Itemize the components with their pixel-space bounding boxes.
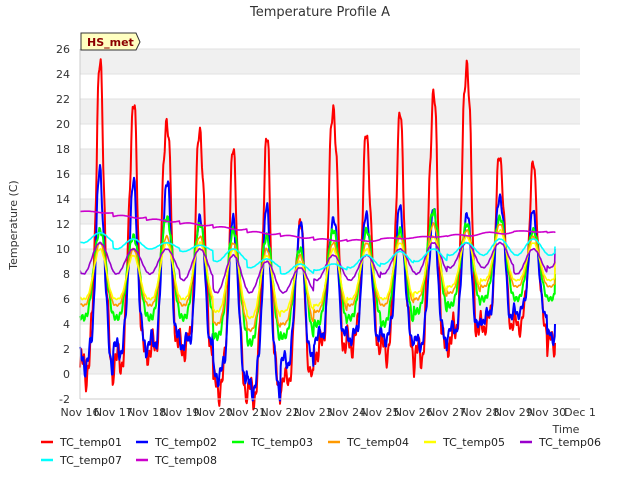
y-tick-label: 16 [56,168,70,181]
y-tick-label: 10 [56,243,70,256]
x-tick-label: Nov 24 [327,406,366,419]
chart-title: Temperature Profile A [249,5,390,20]
legend-item-TC_temp06: TC_temp06 [520,436,601,449]
grid-band [80,324,580,349]
x-axis-label: Time [552,423,580,436]
annotation-badge: HS_met [80,32,141,51]
x-tick-label: Nov 25 [361,406,400,419]
x-tick-label: Nov 20 [194,406,233,419]
legend-item-TC_temp04: TC_temp04 [328,436,409,449]
series-line-TC_temp05 [79,229,556,320]
legend-label: TC_temp07 [59,454,122,467]
x-tick-label: Nov 23 [294,406,333,419]
y-tick-label: 0 [63,368,70,381]
series-line-TC_temp06 [79,241,556,294]
x-tick-label: Nov 27 [427,406,466,419]
series-lines [79,58,556,411]
series-line-TC_temp07 [79,231,556,275]
x-tick-label: Nov 29 [494,406,533,419]
x-tick-label: Nov 17 [94,406,133,419]
grid-band [80,299,580,324]
grid-band [80,74,580,99]
y-axis-label: Temperature (C) [7,180,20,270]
grid-band [80,374,580,399]
grid-band [80,99,580,124]
legend-item-TC_temp08: TC_temp08 [136,454,217,467]
grid-band [80,49,580,74]
annotation-text: HS_met [87,36,134,49]
y-tick-label: 14 [56,193,70,206]
y-tick-label: 26 [56,43,70,56]
legend-label: TC_temp01 [59,436,122,449]
y-tick-label: 18 [56,143,70,156]
axes [79,49,580,400]
legend-item-TC_temp07: TC_temp07 [41,454,122,467]
series-line-TC_temp08 [79,210,556,243]
legend-item-TC_temp03: TC_temp03 [232,436,313,449]
x-tick-label: Nov 21 [227,406,266,419]
grid-band [80,274,580,299]
series-line-TC_temp02 [79,164,556,402]
y-tick-label: 22 [56,93,70,106]
legend-label: TC_temp03 [250,436,313,449]
y-tick-label: 8 [63,268,70,281]
legend-label: TC_temp02 [154,436,217,449]
legend-label: TC_temp04 [346,436,409,449]
x-tick-label: Dec 1 [564,406,596,419]
x-tick-label: Nov 28 [461,406,500,419]
legend-item-TC_temp05: TC_temp05 [424,436,505,449]
y-tick-label: -2 [59,393,70,406]
legend-label: TC_temp05 [442,436,505,449]
x-tick-label: Nov 18 [127,406,166,419]
legend-label: TC_temp08 [154,454,217,467]
legend-label: TC_temp06 [538,436,601,449]
legend: TC_temp01 TC_temp02 TC_temp03 TC_temp04 TC_t… [41,436,601,467]
x-tick-label: Nov 30 [527,406,566,419]
y-tick-label: 24 [56,68,70,81]
legend-item-TC_temp01: TC_temp01 [41,436,122,449]
y-tick-label: 4 [63,318,70,331]
y-tick-label: 2 [63,343,70,356]
x-tick-label: Nov 16 [61,406,100,419]
y-tick-label: 6 [63,293,70,306]
x-tick-label: Nov 22 [261,406,300,419]
x-tick-label: Nov 26 [394,406,433,419]
y-tick-label: 12 [56,218,70,231]
grid-lines [80,48,580,400]
y-tick-label: 20 [56,118,70,131]
legend-item-TC_temp02: TC_temp02 [136,436,217,449]
x-tick-label: Nov 19 [161,406,200,419]
grid-band [80,349,580,374]
